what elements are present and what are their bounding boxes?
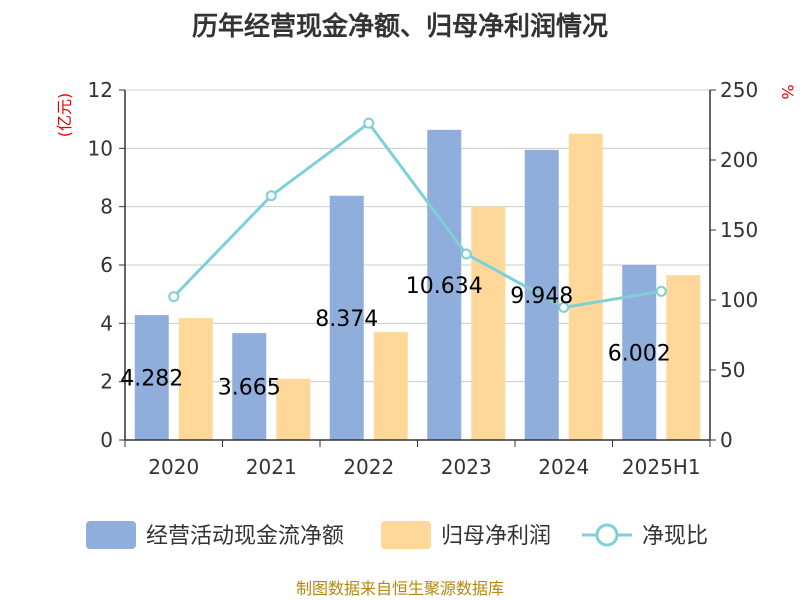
legend-label-profit[interactable]: 归母净利润	[441, 524, 551, 549]
bar-data-label: 3.665	[218, 376, 281, 401]
right-axis-tick-label: 100	[720, 288, 758, 312]
left-axis-tick-label: 0	[100, 428, 113, 452]
left-axis-tick-label: 6	[100, 253, 113, 277]
bars	[134, 129, 701, 440]
x-axis-tick-label: 2024	[538, 455, 589, 479]
left-axis-tick-label: 4	[100, 311, 113, 335]
left-axis-tick-label: 12	[88, 78, 113, 102]
bar-profit	[276, 378, 311, 440]
ratio-point	[168, 291, 180, 303]
legend-marker-ratio[interactable]	[595, 523, 619, 547]
bar-data-label: 10.634	[406, 274, 483, 299]
bar-profit	[471, 206, 506, 440]
bar-profit	[178, 318, 213, 440]
bar-data-label: 8.374	[315, 307, 378, 332]
right-axis-unit: %	[778, 84, 797, 99]
axes: 0 2 4 6 8 10 12 0 50 100 150 200 250 2020 2021 2022 2023…	[88, 78, 759, 479]
x-axis-tick-label: 2021	[246, 455, 297, 479]
right-axis-tick-label: 250	[720, 78, 758, 102]
bar-profit	[666, 275, 701, 440]
ratio-line-path	[172, 121, 662, 309]
bar-data-label: 4.282	[120, 367, 183, 392]
chart-title: 历年经营现金净额、归母净利润情况	[191, 12, 608, 42]
ratio-point	[460, 248, 472, 260]
source-note: 制图数据来自恒生聚源数据库	[296, 579, 504, 598]
x-axis-tick-label: 2023	[441, 455, 492, 479]
legend-label-cashflow[interactable]: 经营活动现金流净额	[146, 524, 344, 549]
bar-data-label: 6.002	[608, 341, 671, 366]
left-axis-tick-label: 10	[88, 136, 113, 160]
bar-profit	[568, 133, 603, 440]
right-axis-tick-label: 0	[720, 428, 733, 452]
ratio-point	[558, 301, 570, 313]
legend-label-ratio[interactable]: 净现比	[642, 524, 708, 549]
left-axis-tick-label: 8	[100, 195, 113, 219]
legend: 经营活动现金流净额 归母净利润 净现比	[86, 521, 708, 549]
bar-cashflow	[134, 315, 169, 440]
data-labels: 4.282 3.665 8.374 10.634 9.948 6.002	[120, 274, 670, 401]
x-axis-tick-label: 2025H1	[622, 455, 701, 479]
bar-cashflow	[427, 129, 462, 440]
bar-cashflow	[329, 195, 364, 440]
right-axis-tick-label: 50	[720, 358, 745, 382]
ratio-point	[363, 117, 375, 129]
ratio-point	[265, 190, 277, 202]
ratio-point	[655, 285, 667, 297]
grid-lines	[125, 89, 710, 383]
ratio-line	[168, 117, 667, 313]
x-axis-tick-label: 2020	[148, 455, 199, 479]
right-axis-tick-label: 150	[720, 218, 758, 242]
right-axis-tick-label: 200	[720, 148, 758, 172]
x-axis-tick-label: 2022	[343, 455, 394, 479]
bar-cashflow	[232, 333, 267, 440]
left-axis-unit: (亿元)	[55, 93, 74, 138]
legend-swatch-profit[interactable]	[381, 521, 431, 549]
legend-swatch-cashflow[interactable]	[86, 521, 136, 549]
bar-profit	[373, 332, 408, 440]
bar-data-label: 9.948	[510, 284, 573, 309]
left-axis-tick-label: 2	[100, 370, 113, 394]
